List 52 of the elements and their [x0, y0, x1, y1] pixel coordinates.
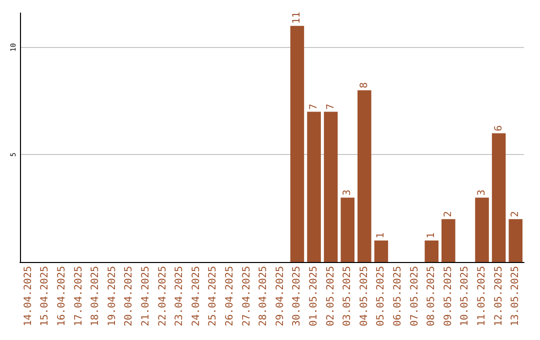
bar — [324, 112, 338, 262]
x-tick-label: 24.04.2025 — [190, 266, 202, 326]
x-tick-label: 18.04.2025 — [90, 266, 102, 326]
x-tick-label: 28.04.2025 — [258, 266, 270, 326]
bar — [424, 240, 438, 262]
bar — [508, 219, 522, 262]
bar — [475, 198, 489, 262]
x-tick-label: 11.05.2025 — [476, 266, 488, 326]
data-label: 7 — [308, 104, 320, 110]
bar — [492, 133, 506, 262]
x-tick-label: 12.05.2025 — [493, 266, 504, 326]
bar — [442, 219, 456, 262]
x-tick-label: 01.05.2025 — [308, 266, 320, 326]
x-tick-label: 15.04.2025 — [40, 266, 51, 326]
x-tick-label: 27.04.2025 — [241, 266, 252, 326]
x-tick-label: 19.04.2025 — [106, 266, 118, 326]
x-tick-label: 13.05.2025 — [510, 266, 522, 326]
x-tick-label: 17.04.2025 — [73, 266, 84, 326]
bar — [307, 112, 321, 262]
x-tick-label: 22.04.2025 — [157, 266, 168, 326]
x-tick-label: 09.05.2025 — [442, 266, 454, 326]
x-tick-label: 07.05.2025 — [409, 266, 420, 326]
x-tick-label: 02.05.2025 — [325, 266, 336, 326]
bar — [358, 90, 372, 262]
x-tick-label: 26.04.2025 — [224, 266, 236, 326]
data-label: 1 — [376, 232, 387, 239]
data-label: 1 — [426, 232, 438, 239]
x-tick-label: 10.05.2025 — [460, 266, 471, 326]
x-tick-label: 20.04.2025 — [124, 266, 135, 326]
data-label: 11 — [292, 12, 303, 24]
data-label: 2 — [510, 211, 522, 218]
bar — [290, 26, 304, 262]
x-tick-label: 06.05.2025 — [392, 266, 404, 326]
x-tick-label: 05.05.2025 — [376, 266, 387, 326]
bar — [374, 240, 388, 262]
x-tick-label: 25.04.2025 — [208, 266, 219, 326]
data-label: 7 — [325, 104, 336, 110]
x-tick-label: 16.04.2025 — [56, 266, 68, 326]
data-label: 2 — [442, 211, 454, 218]
bar — [340, 198, 354, 262]
x-tick-label: 03.05.2025 — [342, 266, 354, 326]
data-label: 8 — [358, 82, 370, 88]
x-tick-label: 14.04.2025 — [22, 266, 34, 326]
data-label: 6 — [493, 125, 504, 132]
x-tick-label: 04.05.2025 — [358, 266, 370, 326]
x-tick-label: 21.04.2025 — [140, 266, 152, 326]
x-tick-label: 23.04.2025 — [174, 266, 186, 326]
data-label: 3 — [342, 190, 354, 196]
x-tick-label: 08.05.2025 — [426, 266, 438, 326]
x-tick-label: 29.04.2025 — [274, 266, 286, 326]
data-label: 3 — [476, 190, 488, 196]
x-tick-label: 30.04.2025 — [292, 266, 303, 326]
